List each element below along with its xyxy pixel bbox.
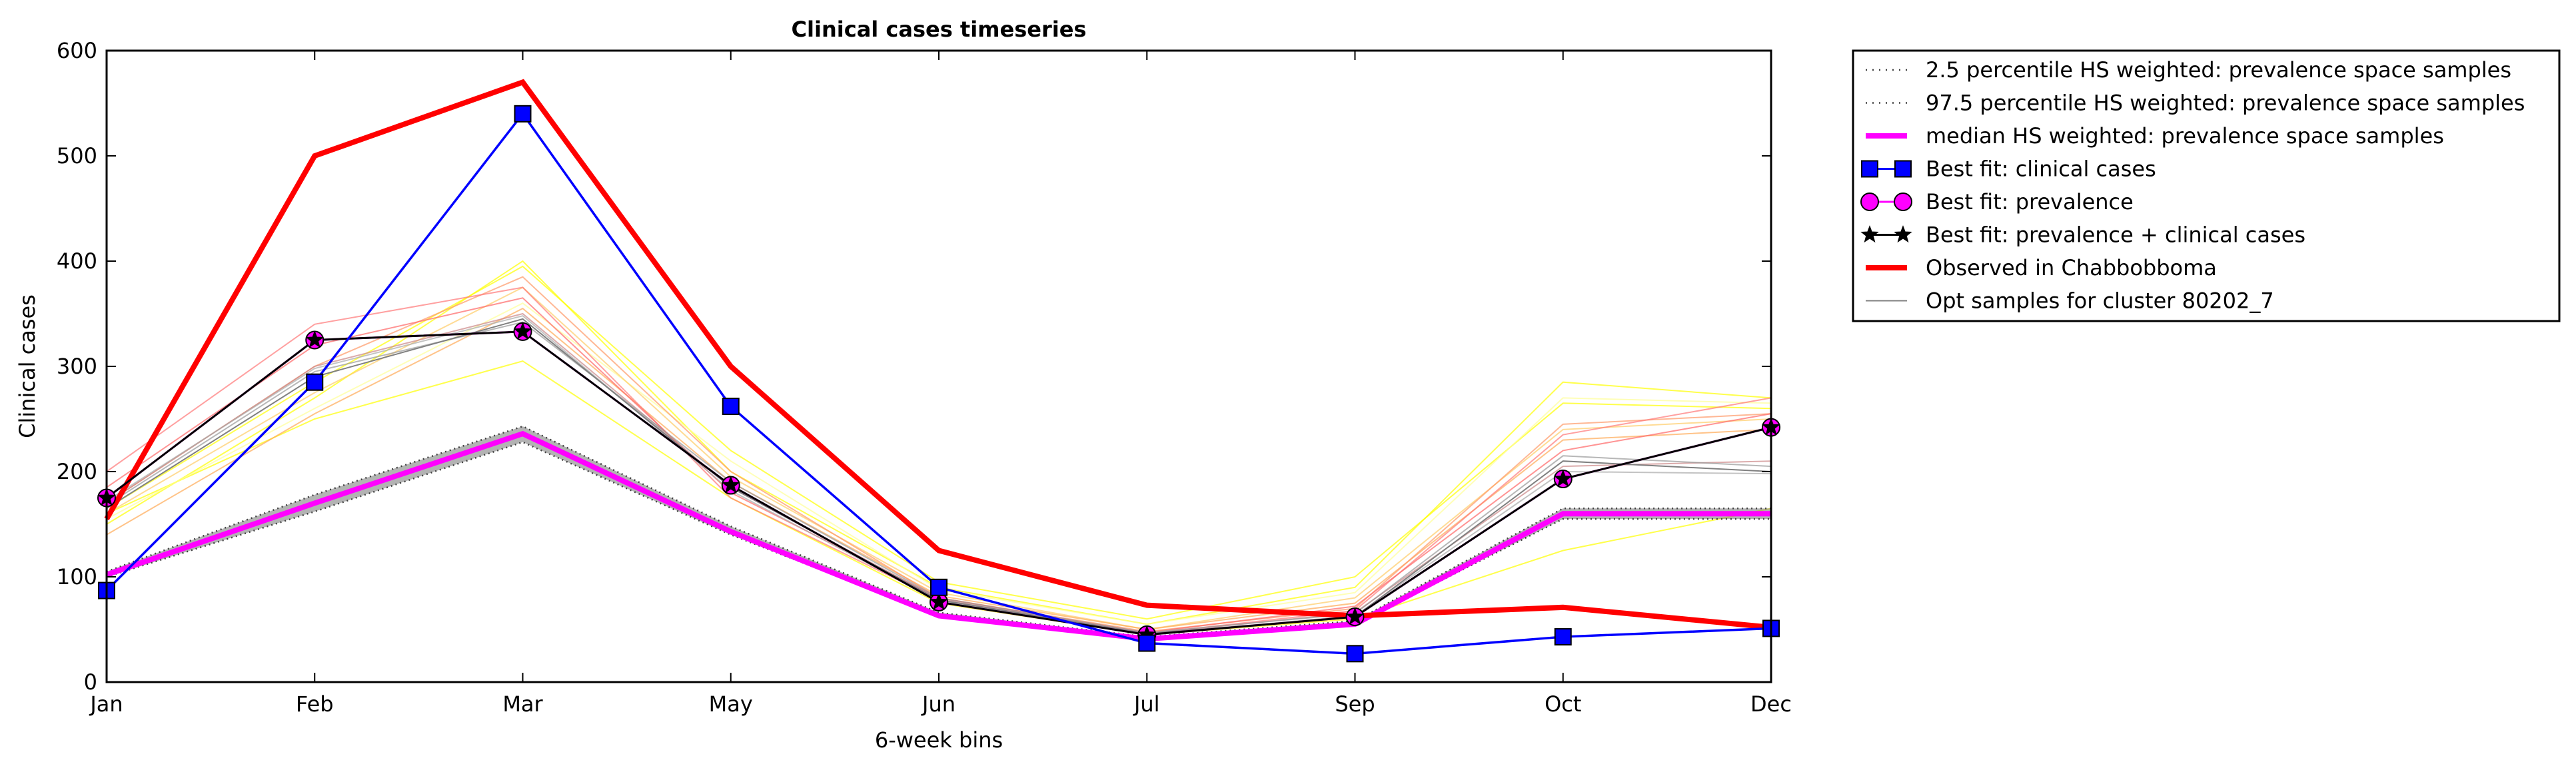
- legend-entry: median HS weighted: prevalence space sam…: [1866, 123, 2444, 149]
- best-fit-clinical-point: [1138, 634, 1156, 652]
- y-axis-label: Clinical cases: [15, 294, 40, 438]
- legend-entry: Best fit: clinical cases: [1861, 157, 2156, 182]
- legend-star-marker: [1860, 225, 1879, 243]
- legend-label: Best fit: clinical cases: [1926, 157, 2156, 182]
- legend-label: 97.5 percentile HS weighted: prevalence …: [1926, 91, 2525, 116]
- y-tick-label: 0: [84, 669, 97, 695]
- best-fit-clinical-point: [930, 578, 948, 596]
- legend-entry: Best fit: prevalence: [1860, 189, 2134, 214]
- legend-frame: [1852, 49, 2561, 322]
- legend-entry: Observed in Chabbobboma: [1866, 255, 2217, 280]
- legend-label: median HS weighted: prevalence space sam…: [1926, 123, 2444, 149]
- best-fit-combined-point: [930, 592, 948, 610]
- x-tick-label: Jul: [1133, 691, 1160, 717]
- best-fit-combined-point: [305, 330, 324, 348]
- percentile-97-5-line: [106, 425, 1771, 638]
- legend-square-marker: [1861, 160, 1878, 178]
- legend-square-marker: [1894, 160, 1912, 178]
- best-fit-clinical-point: [722, 398, 740, 416]
- legend-circle-marker: [1860, 193, 1879, 211]
- best-fit-combined-point: [1345, 607, 1365, 625]
- y-tick-label: 500: [57, 143, 97, 169]
- x-tick-label: Sep: [1335, 691, 1375, 717]
- best-fit-clinical-point: [514, 105, 532, 123]
- legend-label: Observed in Chabbobboma: [1926, 255, 2217, 280]
- x-tick-label: Mar: [502, 691, 543, 717]
- plot-content: [97, 79, 1780, 663]
- y-tick-label: 100: [57, 564, 97, 589]
- best-fit-clinical-point: [306, 373, 324, 391]
- best-fit-combined-point: [722, 476, 740, 494]
- legend-entry: Opt samples for cluster 80202_7: [1866, 288, 2274, 314]
- x-tick-label: Jan: [89, 691, 123, 717]
- best-fit-clinical-point: [1554, 628, 1572, 646]
- median-line: [105, 430, 1771, 642]
- y-tick-label: 300: [57, 354, 97, 379]
- observed-line: [104, 79, 1772, 630]
- legend-label: Opt samples for cluster 80202_7: [1926, 288, 2274, 314]
- y-tick-label: 600: [57, 38, 97, 63]
- legend-entry: 2.5 percentile HS weighted: prevalence s…: [1866, 57, 2511, 83]
- best-fit-clinical-point: [1346, 645, 1364, 663]
- x-axis: Jan Feb Mar May Jun Jul Sep Oct Dec: [89, 51, 1792, 717]
- best-fit-combined-point: [513, 322, 532, 340]
- legend-entry: 97.5 percentile HS weighted: prevalence …: [1866, 91, 2525, 116]
- x-tick-label: Oct: [1545, 691, 1581, 717]
- y-tick-label: 200: [57, 459, 97, 484]
- legend-star-marker: [1894, 225, 1912, 243]
- x-tick-label: Dec: [1750, 691, 1792, 717]
- y-axis: 0 100 200 300 400 500 600: [57, 38, 1771, 695]
- x-tick-label: Feb: [296, 691, 334, 717]
- x-tick-label: Jun: [921, 691, 956, 717]
- legend-label: 2.5 percentile HS weighted: prevalence s…: [1926, 57, 2511, 83]
- legend: 2.5 percentile HS weighted: prevalence s…: [1852, 49, 2561, 322]
- best-fit-combined-point: [1554, 469, 1573, 487]
- legend-circle-marker: [1894, 193, 1912, 211]
- chart-title: Clinical cases timeseries: [792, 17, 1087, 42]
- legend-label: Best fit: prevalence: [1926, 189, 2134, 214]
- y-tick-label: 400: [57, 248, 97, 274]
- legend-entry: Best fit: prevalence + clinical cases: [1860, 222, 2305, 248]
- legend-label: Best fit: prevalence + clinical cases: [1926, 222, 2305, 248]
- x-axis-label: 6-week bins: [875, 727, 1003, 753]
- x-tick-label: May: [709, 691, 753, 717]
